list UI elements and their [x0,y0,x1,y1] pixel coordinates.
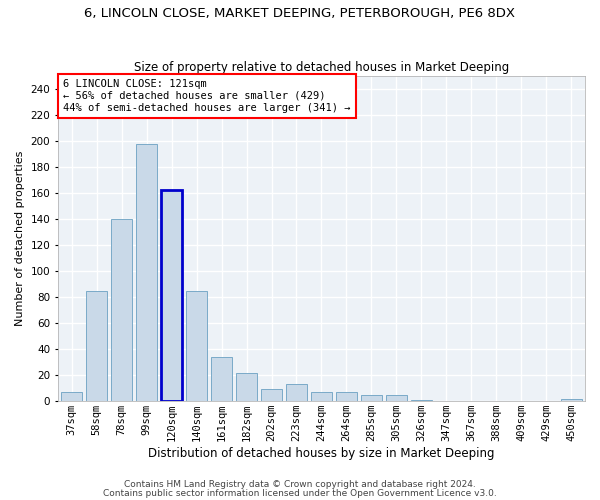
Bar [136,144,157,401]
Bar [560,398,582,401]
Bar [211,357,232,401]
Text: 6 LINCOLN CLOSE: 121sqm
← 56% of detached houses are smaller (429)
44% of semi-d: 6 LINCOLN CLOSE: 121sqm ← 56% of detache… [63,80,351,112]
Bar [361,394,382,401]
Bar [111,219,132,401]
Bar [186,290,207,401]
Bar [236,372,257,401]
Bar [286,384,307,401]
Bar [261,390,282,401]
Bar [61,392,82,401]
Text: 6, LINCOLN CLOSE, MARKET DEEPING, PETERBOROUGH, PE6 8DX: 6, LINCOLN CLOSE, MARKET DEEPING, PETERB… [85,8,515,20]
Bar [311,392,332,401]
X-axis label: Distribution of detached houses by size in Market Deeping: Distribution of detached houses by size … [148,447,495,460]
Text: Contains public sector information licensed under the Open Government Licence v3: Contains public sector information licen… [103,489,497,498]
Text: Contains HM Land Registry data © Crown copyright and database right 2024.: Contains HM Land Registry data © Crown c… [124,480,476,489]
Bar [336,392,357,401]
Y-axis label: Number of detached properties: Number of detached properties [15,151,25,326]
Bar [161,190,182,401]
Bar [411,400,432,401]
Bar [386,394,407,401]
Title: Size of property relative to detached houses in Market Deeping: Size of property relative to detached ho… [134,60,509,74]
Bar [86,290,107,401]
